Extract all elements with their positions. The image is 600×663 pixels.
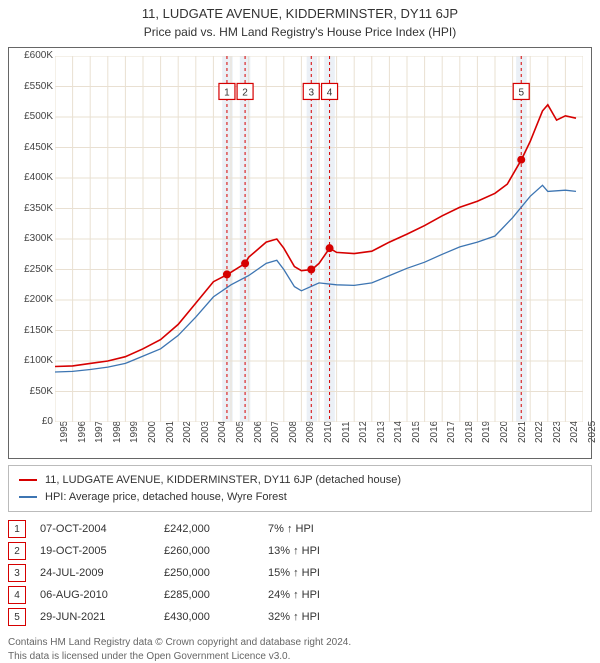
x-tick-label: 2006 [253,421,264,443]
sale-index-box: 5 [8,608,26,626]
y-tick-label: £600K [13,50,53,61]
legend-item: 11, LUDGATE AVENUE, KIDDERMINSTER, DY11 … [19,472,581,489]
x-tick-label: 2016 [429,421,440,443]
sale-index-box: 3 [8,564,26,582]
legend-label: HPI: Average price, detached house, Wyre… [45,489,287,506]
price-chart: £0 £50K £100K £150K £200K £250K £300K £350K £400… [8,47,592,459]
x-tick-label: 2019 [481,421,492,443]
y-tick-label: £500K [13,111,53,122]
table-row: 4 06-AUG-2010 £285,000 24% ↑ HPI [8,584,592,606]
x-tick-label: 1998 [112,421,123,443]
table-row: 1 07-OCT-2004 £242,000 7% ↑ HPI [8,518,592,540]
x-tick-label: 2005 [235,421,246,443]
sale-hpi-diff: 32% ↑ HPI [268,611,378,623]
sale-hpi-diff: 15% ↑ HPI [268,567,378,579]
legend-label: 11, LUDGATE AVENUE, KIDDERMINSTER, DY11 … [45,472,401,489]
sale-hpi-diff: 24% ↑ HPI [268,589,378,601]
sale-date: 24-JUL-2009 [40,567,150,579]
sale-hpi-diff: 13% ↑ HPI [268,545,378,557]
x-tick-label: 2000 [147,421,158,443]
y-tick-label: £0 [13,416,53,427]
sales-table: 1 07-OCT-2004 £242,000 7% ↑ HPI 2 19-OCT-2005… [8,518,592,628]
sale-price: £242,000 [164,523,254,535]
page-title: 11, LUDGATE AVENUE, KIDDERMINSTER, DY11 … [0,6,600,21]
y-tick-label: £200K [13,294,53,305]
x-tick-label: 2013 [376,421,387,443]
y-tick-label: £550K [13,81,53,92]
x-tick-label: 2015 [411,421,422,443]
x-tick-label: 1995 [59,421,70,443]
sale-index-box: 4 [8,586,26,604]
y-tick-label: £350K [13,203,53,214]
x-tick-label: 1997 [94,421,105,443]
svg-text:4: 4 [327,87,333,98]
svg-text:5: 5 [518,87,524,98]
sale-price: £250,000 [164,567,254,579]
x-tick-label: 2008 [288,421,299,443]
x-tick-label: 2017 [446,421,457,443]
y-tick-label: £150K [13,325,53,336]
x-tick-label: 2020 [499,421,510,443]
x-tick-label: 1996 [77,421,88,443]
x-tick-label: 2010 [323,421,334,443]
sale-hpi-diff: 7% ↑ HPI [268,523,378,535]
sale-date: 29-JUN-2021 [40,611,150,623]
sale-price: £285,000 [164,589,254,601]
legend: 11, LUDGATE AVENUE, KIDDERMINSTER, DY11 … [8,465,592,512]
x-tick-label: 2003 [200,421,211,443]
x-tick-label: 2001 [165,421,176,443]
svg-text:3: 3 [308,87,314,98]
x-tick-label: 2002 [182,421,193,443]
chart-plot: 1 2 3 4 5 [55,56,583,422]
x-tick-label: 2025 [587,421,598,443]
x-tick-label: 1999 [129,421,140,443]
x-tick-label: 2011 [341,421,352,443]
attribution-row: Contains HM Land Registry data © Crown c… [8,636,592,650]
table-row: 3 24-JUL-2009 £250,000 15% ↑ HPI [8,562,592,584]
sale-date: 06-AUG-2010 [40,589,150,601]
legend-swatch [19,496,37,498]
x-tick-label: 2014 [393,421,404,443]
x-tick-label: 2023 [552,421,563,443]
page-subtitle: Price paid vs. HM Land Registry's House … [0,25,600,39]
sale-index-box: 1 [8,520,26,538]
x-tick-label: 2018 [464,421,475,443]
x-tick-label: 2007 [270,421,281,443]
sale-date: 19-OCT-2005 [40,545,150,557]
sale-date: 07-OCT-2004 [40,523,150,535]
x-tick-label: 2021 [517,421,528,443]
y-tick-label: £100K [13,355,53,366]
x-tick-label: 2022 [534,421,545,443]
x-tick-label: 2024 [569,421,580,443]
x-tick-label: 2012 [358,421,369,443]
legend-swatch [19,479,37,481]
x-tick-label: 2009 [305,421,316,443]
svg-text:1: 1 [224,87,230,98]
sale-price: £260,000 [164,545,254,557]
y-tick-label: £50K [13,386,53,397]
y-tick-label: £250K [13,264,53,275]
y-tick-label: £450K [13,142,53,153]
x-tick-label: 2004 [217,421,228,443]
legend-item: HPI: Average price, detached house, Wyre… [19,489,581,506]
table-row: 5 29-JUN-2021 £430,000 32% ↑ HPI [8,606,592,628]
y-tick-label: £400K [13,172,53,183]
svg-text:2: 2 [242,87,248,98]
attribution-row: This data is licensed under the Open Gov… [8,650,592,663]
y-tick-label: £300K [13,233,53,244]
sale-price: £430,000 [164,611,254,623]
table-row: 2 19-OCT-2005 £260,000 13% ↑ HPI [8,540,592,562]
sale-index-box: 2 [8,542,26,560]
